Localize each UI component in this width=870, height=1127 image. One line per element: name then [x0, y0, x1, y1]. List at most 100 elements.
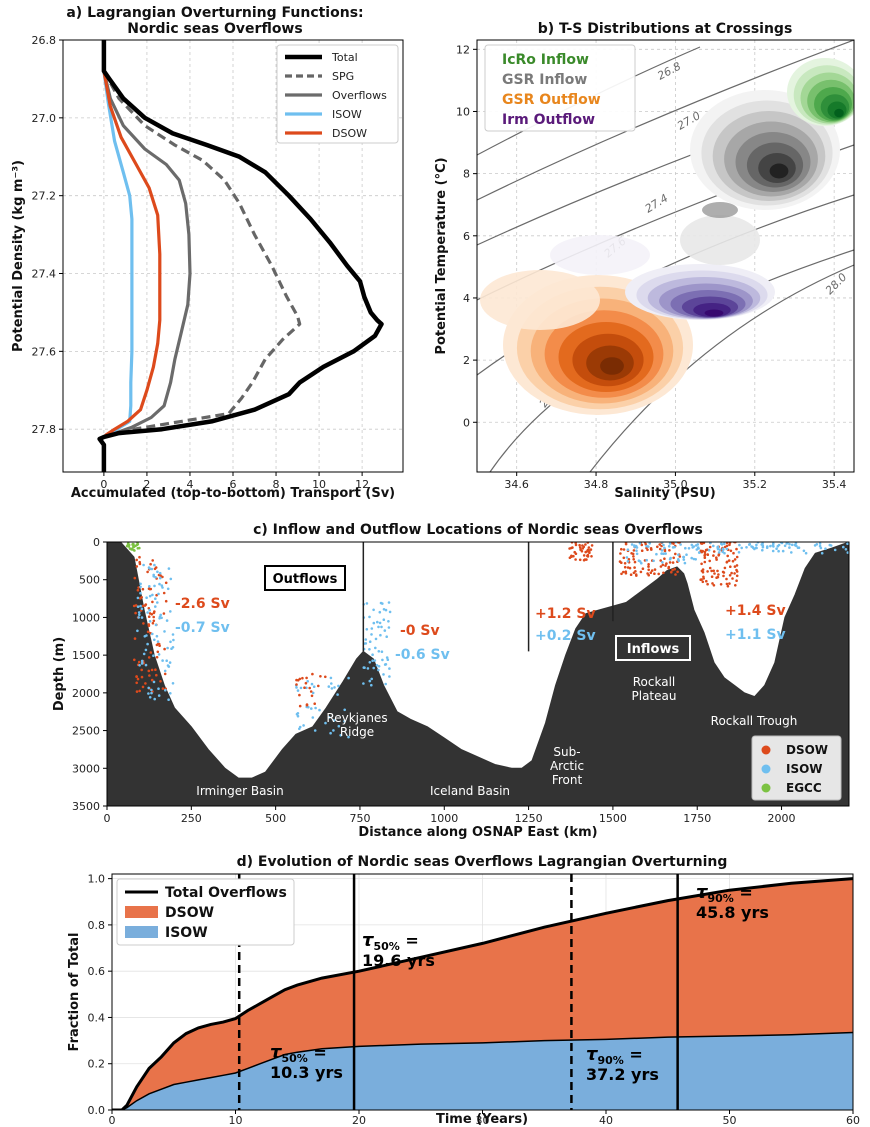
- panel-c-section-locations: c) Inflow and Outflow Locations of Nordi…: [52, 522, 850, 840]
- particle-isow: [381, 658, 384, 662]
- particle-isow: [139, 604, 142, 608]
- particle-isow: [694, 558, 697, 561]
- tau-symbol: τ: [362, 930, 374, 951]
- particle-dsow: [722, 574, 725, 578]
- particle-dsow: [656, 545, 659, 549]
- panel-d-xtick-label: 60: [846, 1114, 860, 1127]
- particle-dsow: [728, 543, 731, 547]
- particle-dsow: [659, 559, 662, 562]
- tau-subscript: 50%: [282, 1052, 308, 1065]
- panel-c-ytick-label: 2000: [72, 687, 100, 700]
- panel-a-xlabel: Accumulated (top-to-bottom) Transport (S…: [71, 486, 395, 501]
- particle-dsow: [133, 658, 136, 662]
- particle-dsow: [628, 566, 632, 570]
- particle-isow: [630, 543, 634, 546]
- tau-symbol: τ: [696, 882, 708, 903]
- particle-dsow: [702, 542, 706, 545]
- particle-isow: [382, 608, 386, 611]
- outflows-box-frame: [264, 565, 346, 591]
- particle-dsow: [151, 600, 154, 604]
- region-label: Irminger Basin: [196, 784, 283, 798]
- particle-isow: [148, 585, 151, 588]
- particle-isow: [141, 661, 144, 665]
- particle-isow: [723, 551, 726, 555]
- particle-dsow: [659, 565, 663, 568]
- particle-dsow: [137, 660, 141, 664]
- particle-isow: [163, 669, 167, 673]
- particle-dsow: [620, 547, 623, 551]
- panel-c-frame: [106, 541, 850, 807]
- particle-isow: [755, 546, 758, 550]
- particle-dsow: [585, 550, 589, 553]
- particle-isow: [144, 663, 148, 667]
- particle-isow: [696, 546, 700, 549]
- particle-isow: [788, 546, 791, 549]
- particle-dsow: [733, 565, 737, 568]
- particle-dsow: [699, 578, 702, 581]
- legend-label-isow: ISOW: [332, 108, 362, 121]
- tau-subscript: 90%: [708, 892, 734, 905]
- particle-isow: [327, 716, 331, 719]
- particle-isow: [788, 542, 791, 546]
- particle-dsow: [627, 558, 631, 561]
- particle-isow: [368, 640, 372, 643]
- particle-isow: [137, 616, 140, 619]
- particle-dsow: [309, 690, 313, 693]
- particle-isow: [142, 652, 146, 656]
- particle-dsow: [726, 554, 729, 558]
- panel-b-ytick-label: 6: [463, 230, 470, 243]
- tau-annotation: τ90% =: [586, 1044, 643, 1067]
- legend-swatch-isow: [125, 926, 158, 938]
- panel-b-ytick-label: 4: [463, 292, 470, 305]
- particle-isow: [154, 623, 158, 627]
- particle-dsow: [726, 584, 730, 588]
- particle-isow: [771, 549, 775, 553]
- density-icro-inflow: [787, 58, 854, 126]
- particle-dsow: [729, 565, 732, 568]
- region-label: Rockall Trough: [711, 714, 798, 728]
- isopycnal-label: 27.4: [643, 192, 671, 216]
- particle-isow: [690, 543, 694, 547]
- particle-dsow: [632, 558, 635, 561]
- particle-isow: [295, 686, 298, 689]
- particle-isow: [372, 666, 376, 670]
- panel-b-frame: [476, 39, 855, 473]
- particle-isow: [655, 552, 658, 556]
- particle-isow: [761, 542, 764, 545]
- particle-isow: [679, 543, 682, 546]
- particle-dsow: [138, 555, 141, 559]
- particle-isow: [386, 658, 390, 661]
- panel-a-ytick-label: 27.8: [32, 423, 57, 436]
- particle-dsow: [133, 576, 137, 580]
- line-isow: [112, 1031, 853, 1110]
- particle-isow: [327, 685, 331, 688]
- legend-label-overflows: Overflows: [332, 89, 387, 102]
- panel-c-ytick-label: 500: [79, 574, 100, 587]
- particle-isow: [169, 692, 172, 695]
- particle-isow: [790, 551, 793, 554]
- panel-a-xtick-label: 12: [355, 478, 369, 491]
- particle-isow: [833, 548, 837, 552]
- particle-dsow: [582, 545, 586, 549]
- particle-isow: [682, 558, 686, 561]
- area-isow: [112, 1032, 853, 1110]
- particle-dsow: [573, 550, 576, 554]
- particle-isow: [146, 611, 149, 614]
- particle-isow: [305, 686, 308, 690]
- particle-dsow: [164, 581, 168, 585]
- particle-isow: [777, 549, 780, 553]
- tau-value: 10.3 yrs: [270, 1063, 343, 1082]
- particle-dsow: [672, 556, 675, 560]
- particle-dsow: [298, 704, 302, 708]
- particle-isow: [156, 570, 159, 574]
- particle-dsow: [647, 565, 650, 568]
- particle-dsow: [618, 560, 622, 563]
- particle-dsow: [622, 570, 625, 574]
- particle-isow: [723, 542, 726, 545]
- particle-dsow: [138, 560, 141, 564]
- panel-b-ylabel: Potential Temperature (°C): [434, 157, 449, 354]
- particle-dsow: [728, 574, 732, 577]
- particle-isow: [167, 698, 170, 701]
- legend-label-total-overflows: Total Overflows: [165, 885, 287, 901]
- particle-isow: [171, 682, 175, 685]
